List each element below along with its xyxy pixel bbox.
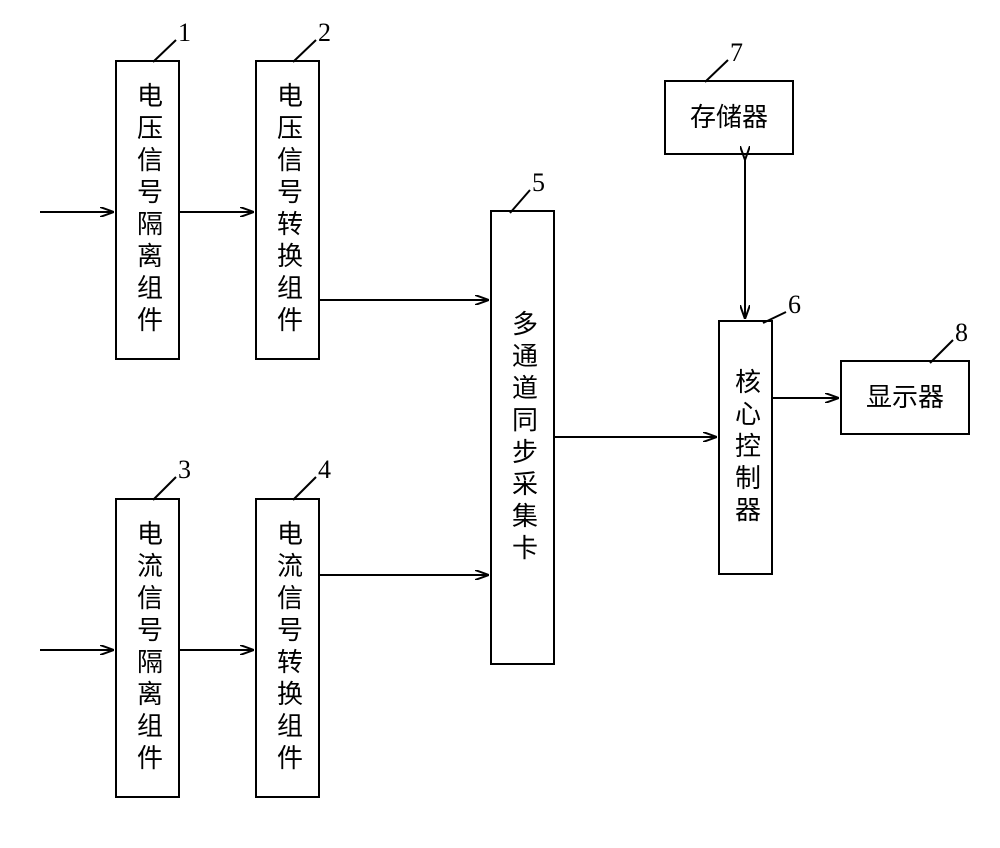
label-3: 3 [178,455,191,485]
block-memory: 存储器 [664,80,794,155]
block-label: 多通道同步采集卡 [510,310,536,566]
block-current-isolation: 电流信号隔离组件 [115,498,180,798]
label-4: 4 [318,455,331,485]
label-2: 2 [318,18,331,48]
block-current-conversion: 电流信号转换组件 [255,498,320,798]
label-7: 7 [730,38,743,68]
block-core-controller: 核心控制器 [718,320,773,575]
block-label: 电流信号转换组件 [275,520,301,776]
block-display: 显示器 [840,360,970,435]
block-voltage-isolation: 电压信号隔离组件 [115,60,180,360]
block-label: 电压信号转换组件 [275,82,301,338]
label-1: 1 [178,18,191,48]
block-label: 显示器 [866,382,944,413]
block-acquisition-card: 多通道同步采集卡 [490,210,555,665]
block-label: 核心控制器 [733,368,759,528]
block-label: 存储器 [690,102,768,133]
label-5: 5 [532,168,545,198]
label-8: 8 [955,318,968,348]
block-label: 电压信号隔离组件 [135,82,161,338]
block-voltage-conversion: 电压信号转换组件 [255,60,320,360]
block-label: 电流信号隔离组件 [135,520,161,776]
label-6: 6 [788,290,801,320]
